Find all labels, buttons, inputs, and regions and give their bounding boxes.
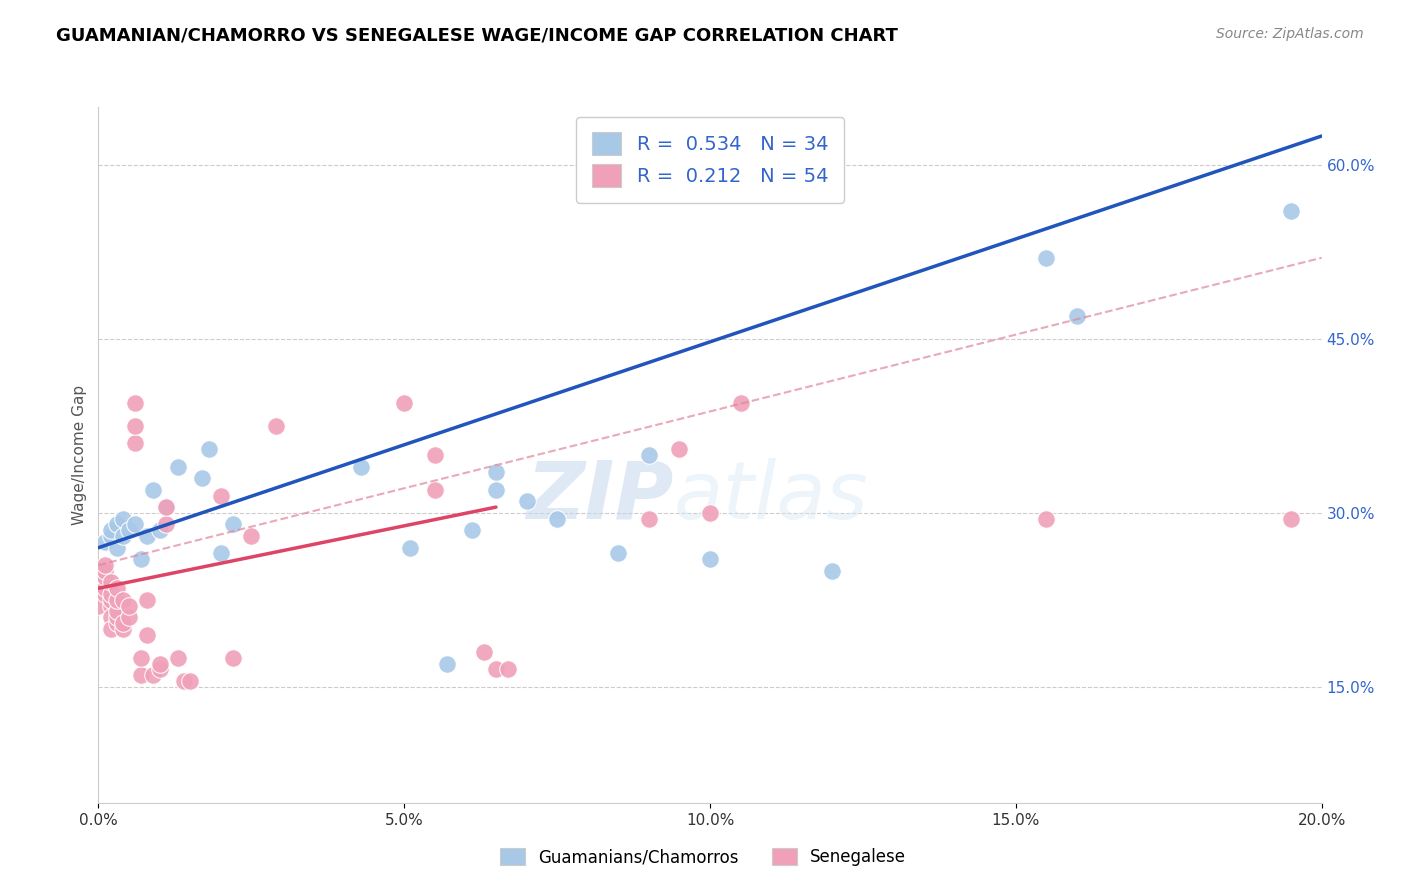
Point bbox=[105, 541, 128, 555]
Point bbox=[637, 448, 661, 462]
Point bbox=[111, 511, 134, 525]
Text: GUAMANIAN/CHAMORRO VS SENEGALESE WAGE/INCOME GAP CORRELATION CHART: GUAMANIAN/CHAMORRO VS SENEGALESE WAGE/IN… bbox=[56, 27, 898, 45]
Point bbox=[149, 662, 172, 676]
Point bbox=[209, 489, 232, 503]
Point bbox=[1279, 511, 1302, 525]
Point bbox=[485, 483, 508, 497]
Point bbox=[100, 587, 122, 601]
Point bbox=[485, 466, 508, 480]
Point bbox=[111, 615, 134, 630]
Point bbox=[142, 668, 165, 682]
Point bbox=[167, 459, 190, 474]
Point bbox=[167, 651, 190, 665]
Point bbox=[100, 523, 122, 537]
Point bbox=[392, 395, 416, 409]
Point bbox=[93, 564, 115, 578]
Point bbox=[149, 523, 172, 537]
Point bbox=[105, 517, 128, 532]
Point bbox=[222, 651, 245, 665]
Text: atlas: atlas bbox=[673, 458, 868, 536]
Point bbox=[423, 483, 446, 497]
Point bbox=[105, 582, 128, 596]
Point bbox=[129, 552, 152, 566]
Point bbox=[496, 662, 519, 676]
Point bbox=[124, 517, 146, 532]
Point bbox=[155, 500, 177, 514]
Point bbox=[136, 628, 159, 642]
Point bbox=[100, 610, 122, 624]
Point bbox=[142, 483, 165, 497]
Point bbox=[129, 668, 152, 682]
Point bbox=[124, 395, 146, 409]
Point bbox=[100, 529, 122, 543]
Point bbox=[460, 523, 482, 537]
Point bbox=[111, 592, 134, 607]
Legend: Guamanians/Chamorros, Senegalese: Guamanians/Chamorros, Senegalese bbox=[492, 840, 914, 875]
Point bbox=[155, 500, 177, 514]
Point bbox=[93, 582, 115, 596]
Point bbox=[240, 529, 263, 543]
Point bbox=[436, 657, 458, 671]
Point bbox=[105, 615, 128, 630]
Point bbox=[118, 599, 141, 613]
Point bbox=[93, 570, 115, 584]
Point bbox=[222, 517, 245, 532]
Point bbox=[111, 529, 134, 543]
Point bbox=[136, 592, 159, 607]
Point bbox=[118, 523, 141, 537]
Point bbox=[149, 657, 172, 671]
Point bbox=[100, 599, 122, 613]
Point bbox=[399, 541, 422, 555]
Point bbox=[1279, 204, 1302, 219]
Point bbox=[111, 622, 134, 636]
Point bbox=[730, 395, 752, 409]
Point bbox=[93, 534, 115, 549]
Point bbox=[668, 442, 690, 456]
Point bbox=[100, 622, 122, 636]
Point bbox=[423, 448, 446, 462]
Point bbox=[472, 645, 495, 659]
Point bbox=[699, 552, 721, 566]
Point bbox=[485, 662, 508, 676]
Point bbox=[87, 575, 110, 590]
Point bbox=[93, 587, 115, 601]
Point bbox=[197, 442, 219, 456]
Point bbox=[821, 564, 844, 578]
Point bbox=[179, 674, 201, 689]
Point bbox=[607, 546, 630, 561]
Point bbox=[264, 418, 287, 433]
Point bbox=[191, 471, 214, 485]
Point bbox=[93, 558, 115, 573]
Text: ZIP: ZIP bbox=[526, 458, 673, 536]
Point bbox=[118, 610, 141, 624]
Point bbox=[546, 511, 568, 525]
Point bbox=[100, 575, 122, 590]
Y-axis label: Wage/Income Gap: Wage/Income Gap bbox=[72, 384, 87, 525]
Point bbox=[1035, 251, 1057, 265]
Point bbox=[173, 674, 195, 689]
Point bbox=[105, 605, 128, 619]
Point bbox=[699, 506, 721, 520]
Point bbox=[100, 592, 122, 607]
Point bbox=[136, 529, 159, 543]
Point bbox=[1066, 309, 1088, 323]
Legend: R =  0.534   N = 34, R =  0.212   N = 54: R = 0.534 N = 34, R = 0.212 N = 54 bbox=[576, 117, 844, 202]
Point bbox=[87, 599, 110, 613]
Point bbox=[637, 511, 661, 525]
Text: Source: ZipAtlas.com: Source: ZipAtlas.com bbox=[1216, 27, 1364, 41]
Point bbox=[124, 418, 146, 433]
Point bbox=[350, 459, 373, 474]
Point bbox=[516, 494, 538, 508]
Point bbox=[124, 436, 146, 450]
Point bbox=[105, 592, 128, 607]
Point bbox=[155, 517, 177, 532]
Point bbox=[105, 610, 128, 624]
Point bbox=[1035, 511, 1057, 525]
Point bbox=[129, 651, 152, 665]
Point bbox=[209, 546, 232, 561]
